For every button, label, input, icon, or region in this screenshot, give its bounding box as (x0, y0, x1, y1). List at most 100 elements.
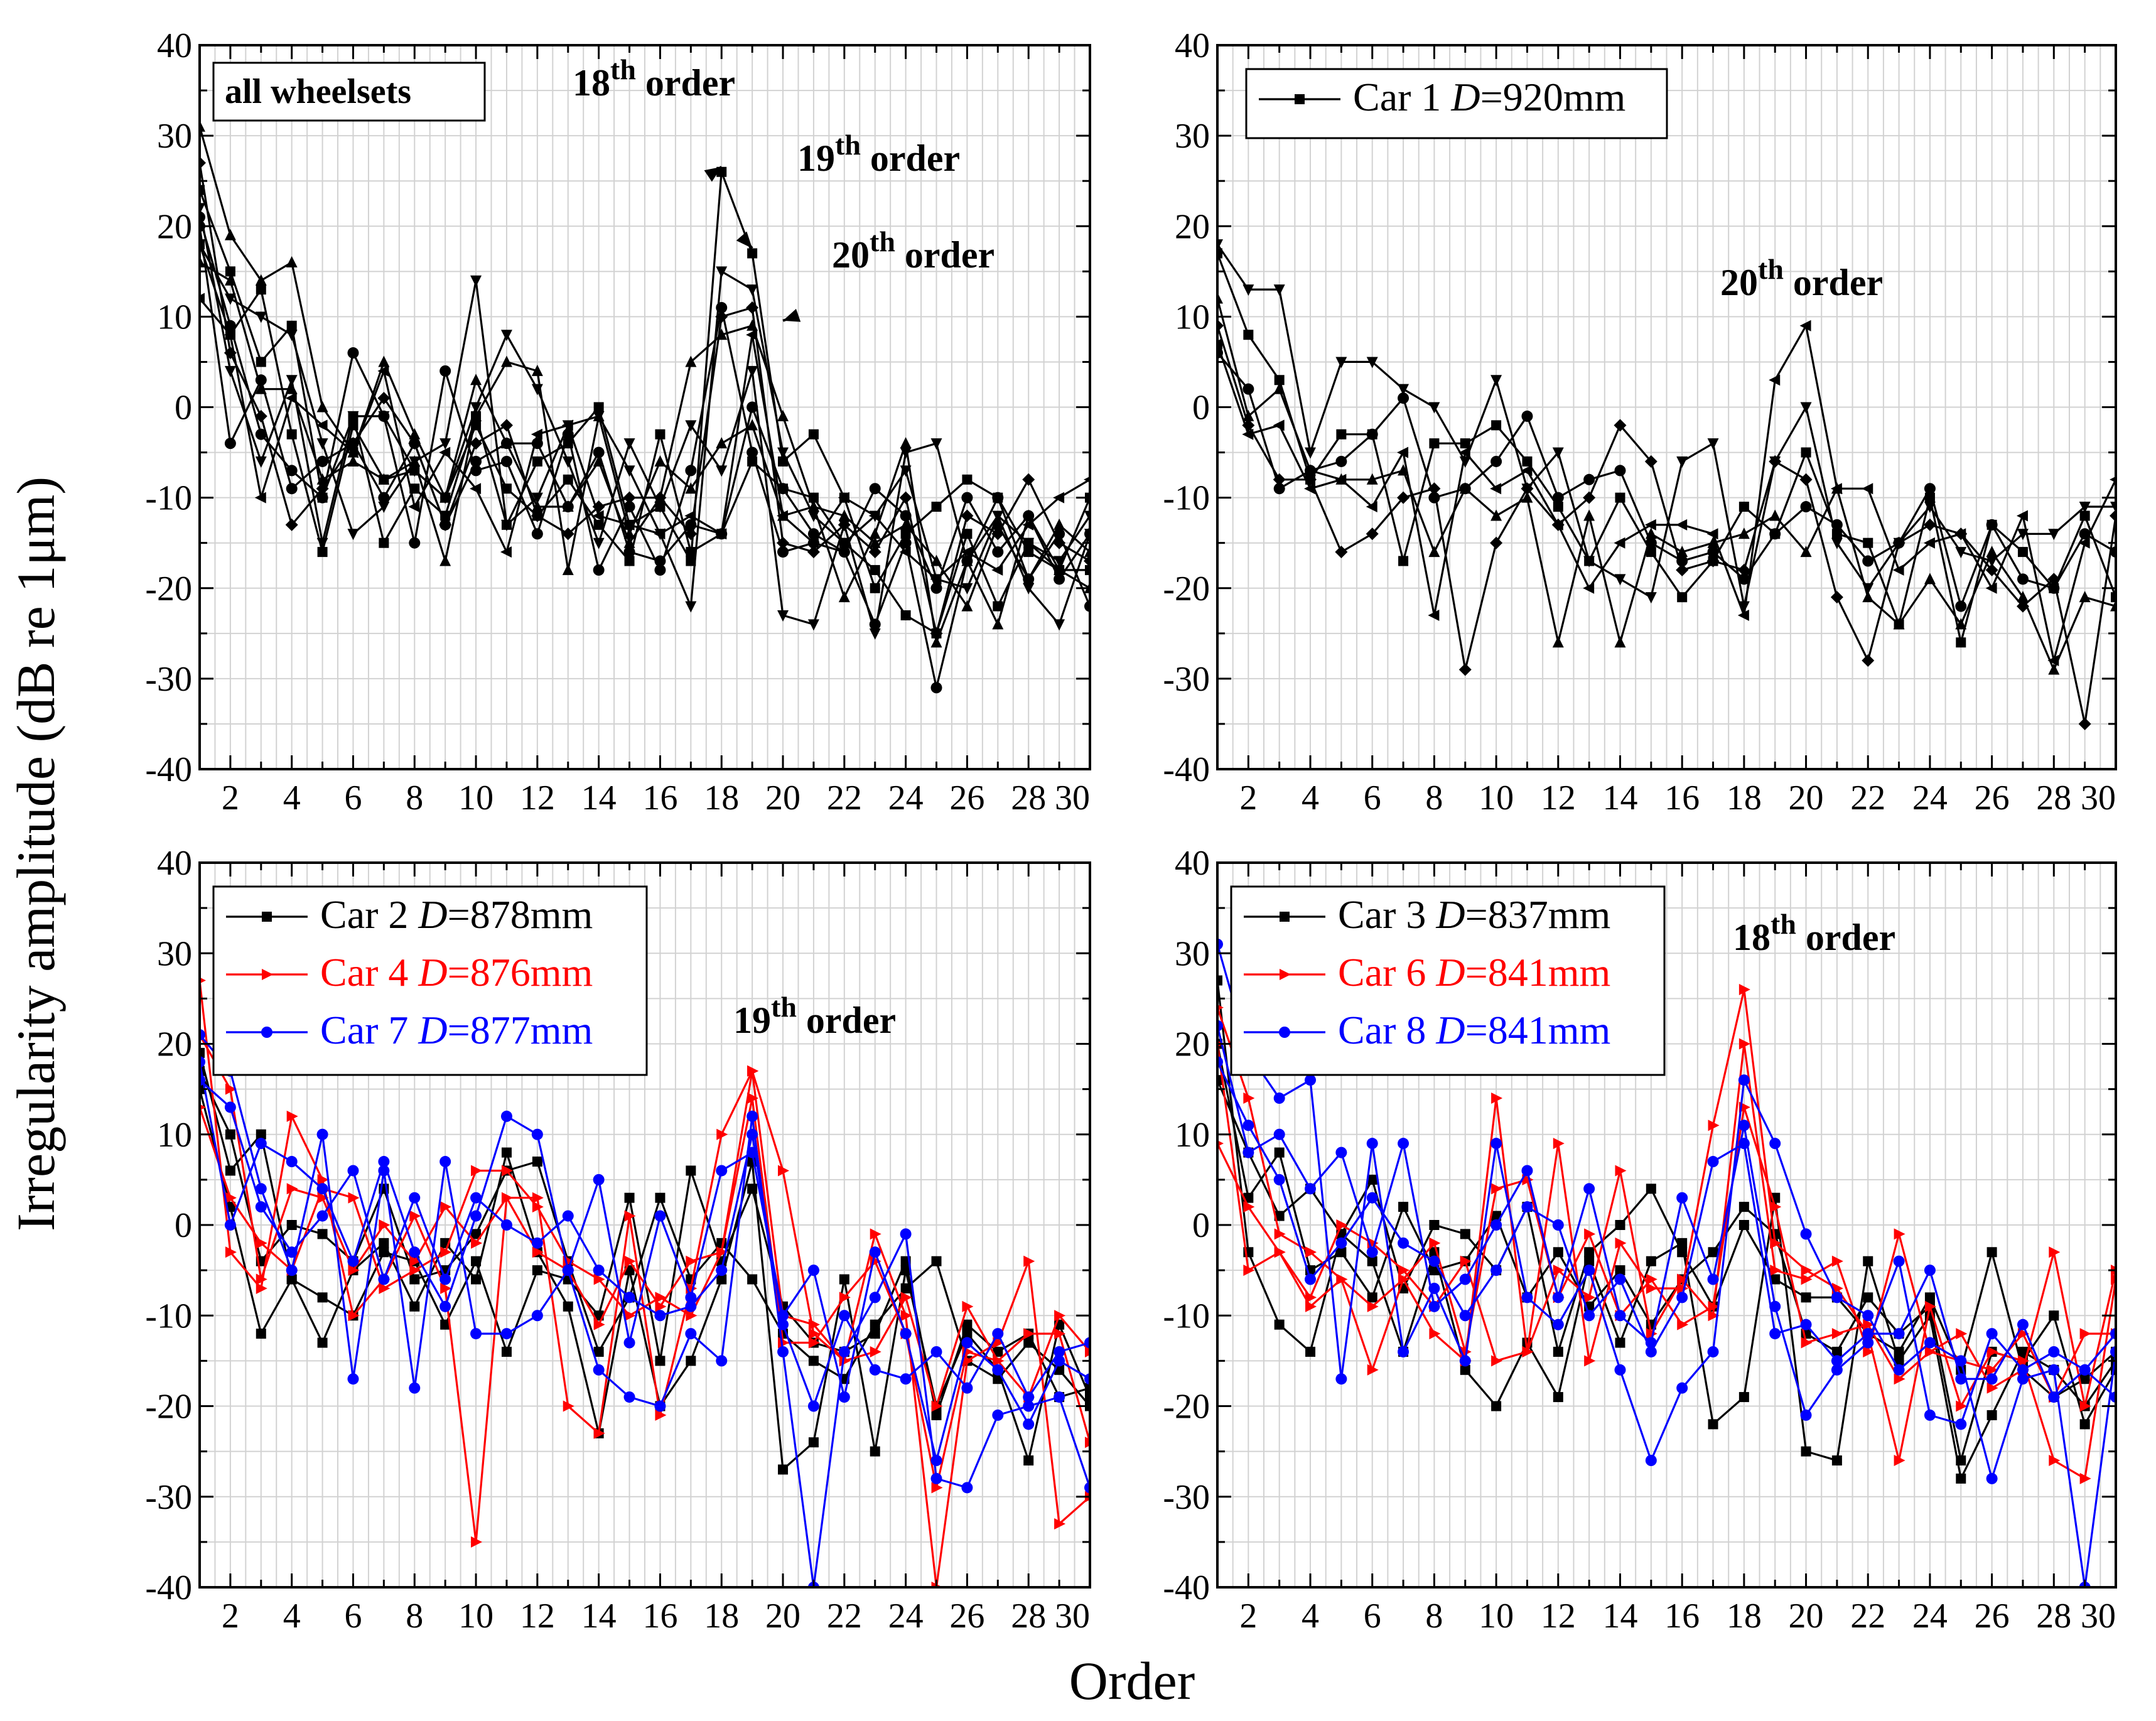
data-point (1429, 1237, 1441, 1249)
data-point (716, 1165, 728, 1177)
data-point (1085, 1392, 1090, 1403)
y-tick-label: 10 (1175, 1116, 1210, 1155)
data-point (531, 509, 544, 522)
data-point (1831, 1455, 1842, 1466)
legend-rest: =841mm (1465, 950, 1611, 995)
chart-panel-top-left: 2 4 6 8 10 12 14 16 18 20 22 24 26 28 30-40-30-20-1001… (145, 26, 1091, 817)
data-point (347, 529, 359, 541)
data-point (347, 1165, 359, 1177)
data-point (1305, 464, 1317, 476)
data-point (562, 1265, 574, 1276)
data-point (316, 1128, 328, 1140)
data-point (747, 401, 758, 413)
data-point (685, 355, 697, 367)
data-point (1084, 528, 1090, 540)
data-point (317, 547, 328, 558)
data-point (562, 420, 574, 432)
data-point (623, 1337, 635, 1349)
data-point (471, 1237, 483, 1249)
data-point (1429, 1265, 1440, 1276)
data-point (1084, 600, 1090, 612)
panels: 2 4 6 8 10 12 14 16 18 20 22 24 26 28 30-40-30-20-1001… (145, 26, 2117, 1636)
data-point (716, 328, 728, 340)
x-tick-label: 26 (1975, 779, 2010, 817)
data-point (593, 1346, 604, 1357)
x-tick-label: 24 (888, 779, 924, 817)
data-point (1738, 502, 1749, 512)
x-tick-label: 28 (1011, 779, 1046, 817)
data-point (224, 320, 236, 332)
tick-labels: 2 4 6 8 10 12 14 16 18 20 22 24 26 28 30-40-30-20-1001… (1163, 26, 2116, 817)
data-point (1521, 465, 1533, 477)
data-point (470, 1210, 482, 1222)
series-line (200, 1052, 1090, 1471)
data-point (930, 574, 942, 586)
y-tick-label: -40 (1163, 1568, 1210, 1607)
data-point (471, 411, 482, 421)
legend-italic: D (1435, 950, 1465, 995)
data-point (716, 266, 728, 278)
annotation-label: 19th order (797, 129, 960, 179)
data-point (1366, 357, 1378, 369)
data-point (1894, 1356, 1904, 1366)
data-point (316, 455, 328, 467)
data-point (1985, 563, 1998, 576)
data-point (838, 546, 850, 558)
data-point (624, 1255, 636, 1267)
data-point (1273, 382, 1285, 394)
data-point (256, 1129, 266, 1140)
data-point (1583, 473, 1595, 485)
data-point (931, 1400, 943, 1412)
data-point (961, 1337, 973, 1349)
data-point (1677, 1282, 1689, 1294)
data-point (286, 375, 298, 387)
data-point (930, 627, 943, 640)
annotation-label: 19th order (733, 991, 896, 1041)
data-point (1583, 1310, 1595, 1322)
data-point (900, 1373, 912, 1385)
data-point (200, 211, 205, 223)
data-point (225, 1165, 235, 1176)
data-point (1366, 1138, 1378, 1150)
data-point (1614, 574, 1626, 586)
chart-panel-top-right: 2 4 6 8 10 12 14 16 18 20 22 24 26 28 30-40-30-20-1001… (1163, 26, 2117, 817)
data-point (624, 1192, 635, 1203)
annotation-base: 19 (797, 138, 835, 179)
data-point (1801, 1273, 1813, 1285)
data-point (593, 1273, 605, 1285)
data-point (869, 536, 881, 548)
legend-label: Car 4 (320, 950, 418, 995)
annotation-base: 20 (1720, 262, 1758, 303)
data-point (1217, 292, 1223, 304)
data-point (531, 528, 543, 540)
data-point (2110, 509, 2116, 522)
data-point (1553, 1138, 1565, 1150)
x-tick-label: 16 (642, 1597, 677, 1636)
data-point (1460, 1364, 1470, 1375)
data-point (1085, 1383, 1090, 1393)
data-point (777, 1346, 789, 1357)
data-point (838, 1346, 850, 1357)
data-point (1986, 1382, 1998, 1394)
data-point (808, 429, 819, 440)
legend-label: Car 8 (1338, 1008, 1436, 1052)
data-point (1023, 1255, 1035, 1267)
data-point (500, 355, 512, 367)
data-point (961, 546, 973, 558)
data-point (500, 1219, 512, 1231)
data-point (1023, 583, 1035, 595)
y-tick-label: -10 (1163, 479, 1210, 518)
data-point (808, 1356, 819, 1366)
data-point (869, 527, 881, 539)
series-group (200, 977, 1090, 1587)
data-point (1217, 975, 1222, 986)
ticks (1216, 44, 2117, 770)
y-tick-label: 40 (1175, 844, 1210, 883)
data-point (1615, 1337, 1625, 1348)
data-point (623, 1292, 635, 1303)
data-point (2048, 663, 2060, 675)
x-tick-label: 6 (1364, 779, 1381, 817)
data-point (316, 1183, 328, 1195)
data-point (991, 564, 1003, 576)
data-point (255, 456, 267, 468)
